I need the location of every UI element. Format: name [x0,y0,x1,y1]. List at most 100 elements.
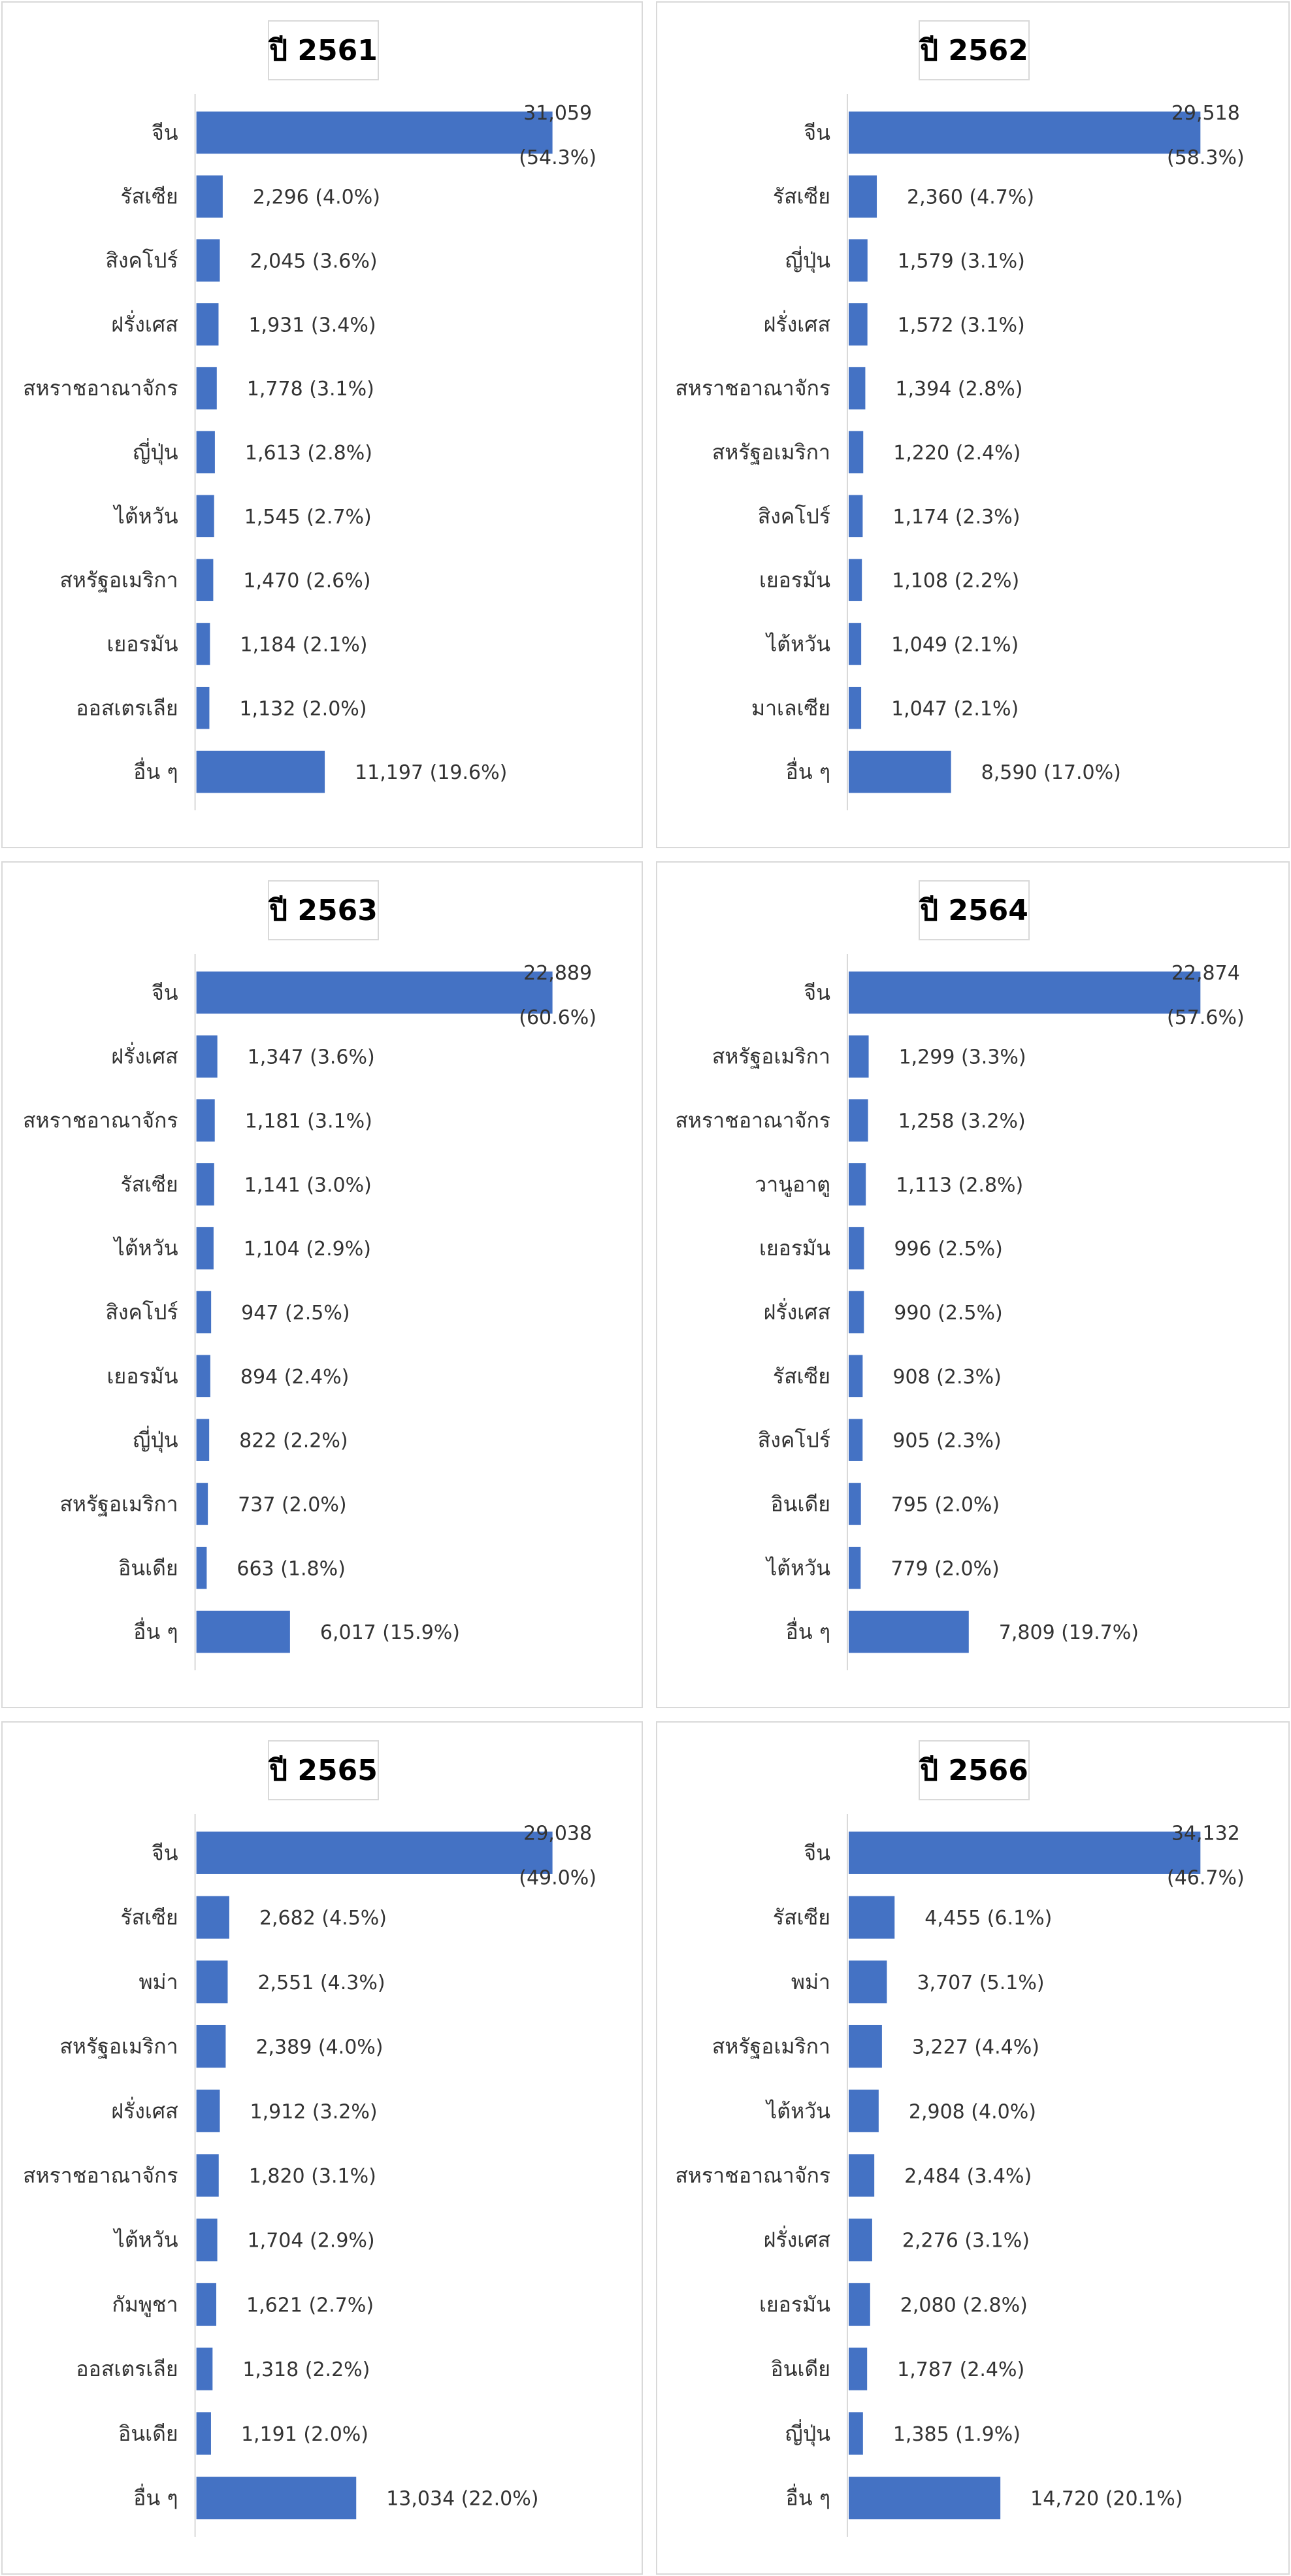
bar [849,1035,869,1078]
category-label: จีน [152,1840,178,1865]
bar [849,2477,1001,2520]
category-label: ฝรั่งเศส [111,310,178,337]
bar-chart-2564: ปี 2564 จีน 22,874 (57.6%) สหรัฐอเมริกา 1,299… [675,880,1245,1670]
category-label: สิงคโปร์ [105,248,178,273]
bar [196,623,210,665]
data-label-percent: (2.0%) [934,1557,1000,1580]
data-label-percent: (2.8%) [307,442,372,465]
data-label: 1,787 (2.4%) [897,2358,1024,2381]
bar [849,2412,863,2455]
category-label: อินเดีย [118,2421,178,2446]
data-label-value: 1,220 [893,442,949,465]
chart-title-box [919,880,1030,940]
data-label: 3,707 (5.1%) [917,1972,1044,1994]
data-label-space [304,314,311,337]
data-label: 1,704 (2.9%) [248,2230,375,2253]
data-label-value: 947 [241,1302,278,1325]
category-label: พม่า [791,1970,830,1994]
bar [196,239,220,282]
category-label: ไต้หวัน [112,504,178,529]
category-label: ออสเตรเลีย [76,695,178,720]
data-label: 1,174 (2.3%) [892,506,1020,529]
data-label-space [956,2294,963,2317]
bar [196,1099,215,1142]
data-label: 663 (1.8%) [237,1557,345,1580]
bar [849,367,866,410]
data-label: 1,394 (2.8%) [895,378,1022,401]
data-label-percent: (2.9%) [310,2230,375,2253]
data-label-percent: (2.5%) [285,1302,350,1325]
data-label-space [306,250,312,273]
data-label-percent: (46.7%) [1167,1866,1245,1889]
data-label-percent: (1.8%) [280,1557,346,1580]
category-label: สหราชอาณาจักร [675,2163,830,2188]
data-label-space [423,761,430,784]
data-label-space [954,1110,960,1133]
data-label-percent: (3.3%) [961,1046,1026,1069]
data-label-value: 2,908 [909,2100,965,2123]
category-label: จีน [804,120,830,145]
data-label-space [949,2423,956,2446]
data-label: 947 (2.5%) [241,1302,350,1325]
data-label-percent: (19.7%) [1061,1621,1139,1644]
data-label-percent: (2.1%) [954,697,1019,720]
data-label-percent: (3.6%) [312,250,378,273]
category-label: สหราชอาณาจักร [675,376,830,401]
bar [196,2024,226,2068]
category-label: ออสเตรเลีย [76,2356,178,2381]
chart-title: ปี 2566 [919,1754,1028,1787]
bar [196,175,223,218]
data-label: 905 (2.3%) [892,1430,1001,1453]
data-label-percent: (2.0%) [935,1493,1000,1516]
data-label-value: 29,038 [523,1822,592,1845]
data-label-space [953,2358,960,2381]
category-label: สหราชอาณาจักร [23,2163,178,2188]
category-label: อื่น ๆ [786,1617,830,1644]
data-label: 2,551 (4.3%) [257,1972,385,1994]
chart-title-box [919,1740,1030,1800]
data-label-space [963,186,970,209]
data-label-space [1055,1621,1062,1644]
chart-title: ปี 2565 [268,1754,378,1787]
data-label-space [306,2100,312,2123]
data-label-space [314,1972,320,1994]
category-label: ญี่ปุ่น [785,246,831,274]
category-label: สิงคโปร์ [758,1428,830,1453]
category-label: เยอรมัน [759,568,830,593]
data-label-value: 1,132 [239,697,295,720]
category-label: สิงคโปร์ [758,504,830,529]
data-label-percent: (2.4%) [284,1366,350,1389]
category-label: วานูอาตู [755,1172,830,1197]
data-label-value: 34,132 [1171,1822,1240,1845]
bar [849,623,862,665]
category-label: ฝรั่งเศส [111,2096,178,2123]
bar [196,303,219,346]
category-label: สหรัฐอเมริกา [712,440,830,465]
data-label: 2,389 (4.0%) [255,2036,383,2059]
data-label-value: 663 [237,1557,274,1580]
data-label: 1,181 (3.1%) [245,1110,372,1133]
category-label: อื่น ๆ [786,757,830,784]
bar [196,2347,213,2390]
bar [196,2477,357,2520]
bar [849,239,868,282]
data-label-percent: (2.8%) [958,1174,1024,1197]
data-label-percent: (3.1%) [960,250,1025,273]
data-label-percent: (3.4%) [311,314,376,337]
category-label: อินเดีย [770,1491,830,1516]
data-label: 822 (2.2%) [239,1430,348,1453]
data-label-value: 1,820 [249,2165,305,2188]
data-label: 1,141 (3.0%) [244,1174,372,1197]
bar [196,2089,220,2132]
data-label-percent: (2.0%) [303,2423,368,2446]
data-label-percent: (58.3%) [1167,146,1245,169]
data-label-space [954,314,960,337]
category-label: ฝรั่งเศส [764,2226,830,2253]
data-label-percent: (3.0%) [306,1174,372,1197]
category-label: รัสเซีย [773,1364,830,1389]
data-label-value: 894 [240,1366,278,1389]
data-label-space [316,1907,322,1930]
bar [849,1355,863,1398]
data-label-value: 1,621 [246,2294,302,2317]
data-label-value: 1,104 [244,1238,300,1261]
